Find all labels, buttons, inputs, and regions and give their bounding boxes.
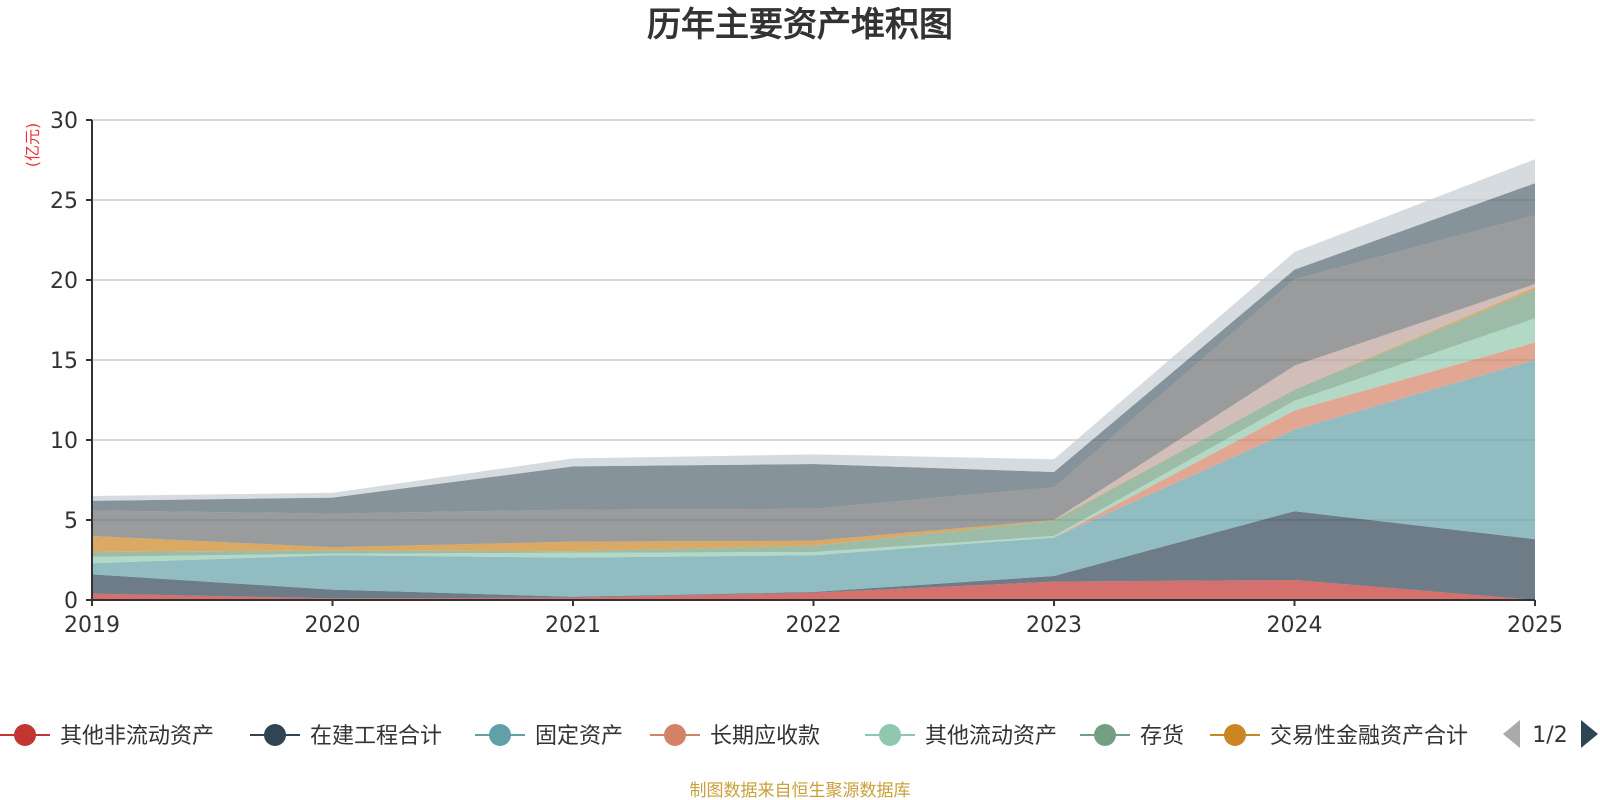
x-tick-label: 2022 [786,613,842,638]
y-tick-label: 0 [64,589,78,614]
area-series-0 [92,580,1535,600]
legend-label: 其他非流动资产 [60,724,214,749]
legend-circle-icon [1224,724,1246,746]
area-series-5 [92,289,1535,557]
x-tick-label: 2023 [1026,613,1082,638]
x-tick-label: 2019 [64,613,120,638]
legend-page-indicator: 1/2 [1532,723,1567,748]
legend-item[interactable]: 其他非流动资产 [0,724,214,749]
legend-circle-icon [664,724,686,746]
legend-item[interactable]: 在建工程合计 [250,724,442,749]
legend-circle-icon [1094,724,1116,746]
x-axis-ticks: 2019 2020 2021 2022 2023 2024 2025 [64,600,1563,638]
legend-next-page-icon[interactable] [1581,720,1598,748]
legend-item[interactable]: 存货 [1080,724,1184,749]
x-tick-label: 2025 [1507,613,1563,638]
legend-item[interactable]: 固定资产 [475,724,623,749]
x-tick-label: 2021 [545,613,601,638]
area-series-8 [92,215,1535,548]
legend-item[interactable]: 长期应收款 [650,724,820,749]
area-series [92,159,1535,600]
legend-item[interactable]: 其他流动资产 [865,724,1057,749]
legend-circle-icon [14,724,36,746]
legend-circle-icon [489,724,511,746]
data-source-note: 制图数据来自恒生聚源数据库 [690,781,911,800]
area-series-1 [92,511,1535,600]
legend-label: 交易性金融资产合计 [1270,724,1468,749]
legend-label: 存货 [1140,724,1184,749]
legend-prev-page-icon[interactable] [1503,720,1520,748]
y-tick-label: 5 [64,509,78,534]
legend-label: 其他流动资产 [925,724,1057,749]
y-tick-label: 25 [50,189,78,214]
chart-title: 历年主要资产堆积图 [647,5,953,45]
y-tick-label: 10 [50,429,78,454]
legend-item[interactable]: 交易性金融资产合计 [1210,724,1468,749]
legend-circle-icon [264,724,286,746]
x-tick-label: 2020 [305,613,361,638]
y-axis-ticks: 0 5 10 15 20 25 30 [50,109,92,614]
area-series-7 [92,284,1535,548]
y-tick-label: 15 [50,349,78,374]
y-axis-unit-label: (亿元) [23,123,42,168]
legend-label: 在建工程合计 [310,724,442,749]
legend-circle-icon [879,724,901,746]
legend-label: 固定资产 [535,724,623,749]
x-tick-label: 2024 [1267,613,1323,638]
y-tick-label: 30 [50,109,78,134]
y-tick-label: 20 [50,269,78,294]
legend-label: 长期应收款 [710,724,820,749]
area-series-2 [92,360,1535,597]
legend-pager: 1/2 [1503,720,1598,748]
legend: 其他非流动资产 在建工程合计 固定资产 长期应收款 其他流动资产 存货 交易性金融资产合计 [0,724,1468,749]
